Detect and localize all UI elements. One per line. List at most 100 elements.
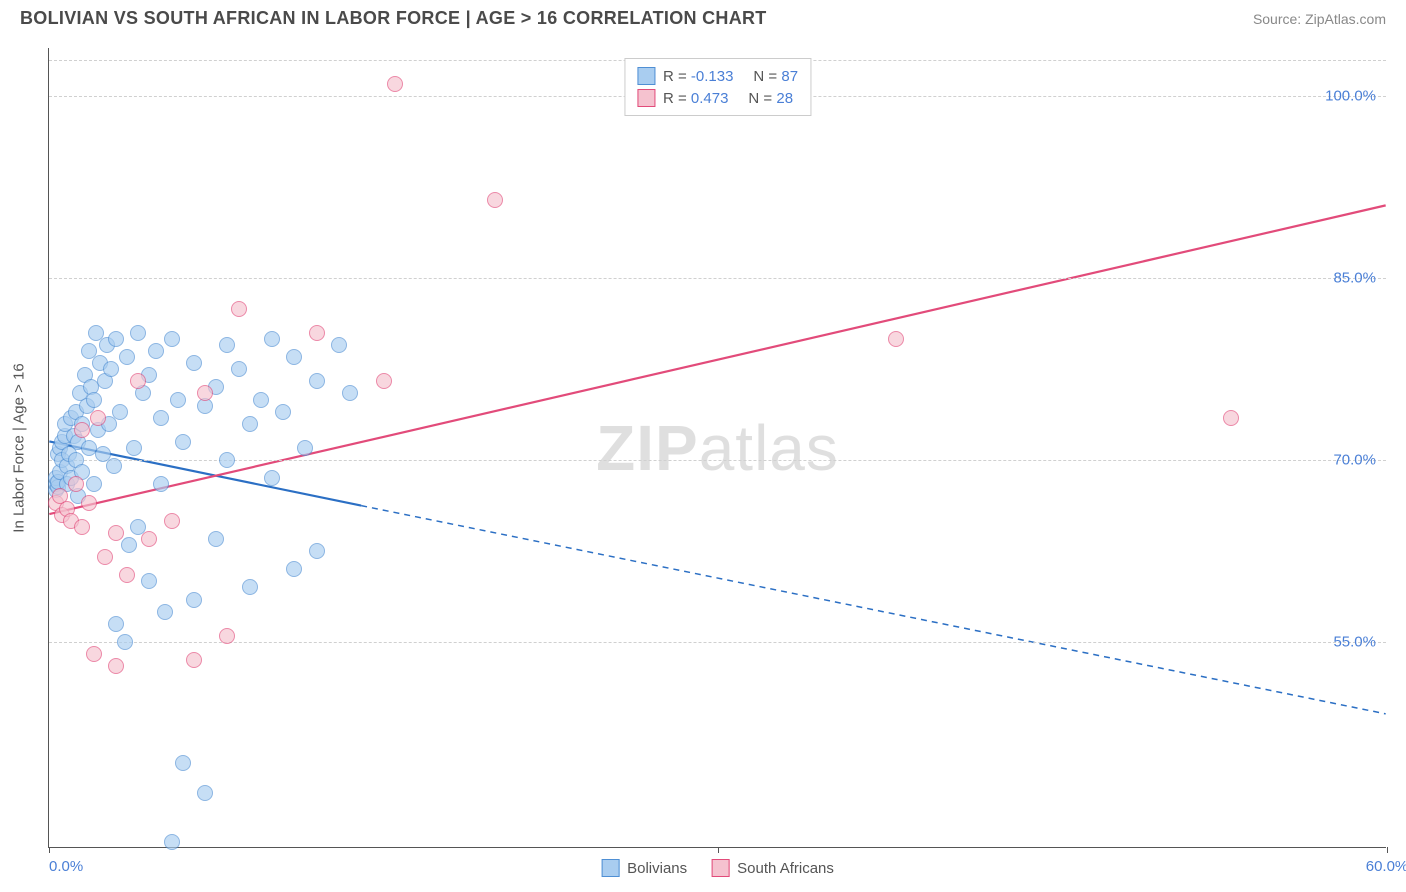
legend-n: N = 87 (753, 68, 798, 85)
scatter-point (175, 434, 191, 450)
scatter-point (197, 385, 213, 401)
legend-n: N = 28 (748, 90, 793, 107)
scatter-point (86, 646, 102, 662)
scatter-point (231, 301, 247, 317)
scatter-point (141, 573, 157, 589)
scatter-point (121, 537, 137, 553)
scatter-point (141, 531, 157, 547)
scatter-point (157, 604, 173, 620)
scatter-point (309, 543, 325, 559)
scatter-point (376, 373, 392, 389)
scatter-point (286, 349, 302, 365)
legend-row: R = 0.473 N = 28 (637, 87, 798, 109)
y-tick-label: 55.0% (1333, 633, 1376, 650)
legend-r: R = -0.133 (663, 68, 733, 85)
scatter-point (164, 513, 180, 529)
scatter-point (164, 331, 180, 347)
legend-swatch (637, 89, 655, 107)
y-axis-label: In Labor Force | Age > 16 (11, 363, 28, 532)
scatter-point (264, 331, 280, 347)
scatter-point (309, 325, 325, 341)
scatter-point (86, 476, 102, 492)
scatter-point (148, 343, 164, 359)
correlation-legend: R = -0.133 N = 87 R = 0.473 N = 28 (624, 58, 811, 116)
scatter-point (108, 331, 124, 347)
scatter-point (242, 416, 258, 432)
trend-line (49, 205, 1385, 514)
correlation-chart: In Labor Force | Age > 16 ZIPatlas 55.0%… (48, 48, 1386, 848)
legend-label: Bolivians (627, 860, 687, 877)
plot-area: 55.0%70.0%85.0%100.0%0.0%60.0% (49, 48, 1386, 847)
x-tick-label: 0.0% (49, 858, 83, 875)
scatter-point (264, 470, 280, 486)
scatter-point (103, 361, 119, 377)
scatter-point (175, 755, 191, 771)
trend-lines (49, 48, 1386, 847)
legend-swatch (601, 859, 619, 877)
legend-swatch (711, 859, 729, 877)
scatter-point (231, 361, 247, 377)
scatter-point (1223, 410, 1239, 426)
scatter-point (153, 476, 169, 492)
scatter-point (170, 392, 186, 408)
scatter-point (108, 616, 124, 632)
scatter-point (119, 567, 135, 583)
scatter-point (108, 658, 124, 674)
x-tick-mark (718, 847, 719, 853)
series-legend: Bolivians South Africans (601, 859, 834, 877)
scatter-point (119, 349, 135, 365)
scatter-point (74, 422, 90, 438)
scatter-point (219, 452, 235, 468)
scatter-point (153, 410, 169, 426)
scatter-point (108, 525, 124, 541)
scatter-point (126, 440, 142, 456)
scatter-point (186, 355, 202, 371)
scatter-point (97, 549, 113, 565)
scatter-point (208, 531, 224, 547)
legend-label: South Africans (737, 860, 834, 877)
scatter-point (81, 495, 97, 511)
scatter-point (164, 834, 180, 850)
scatter-point (68, 476, 84, 492)
y-tick-label: 85.0% (1333, 270, 1376, 287)
scatter-point (242, 579, 258, 595)
legend-swatch (637, 67, 655, 85)
scatter-point (487, 192, 503, 208)
gridline (49, 278, 1386, 279)
scatter-point (387, 76, 403, 92)
scatter-point (286, 561, 302, 577)
scatter-point (888, 331, 904, 347)
source-attribution: Source: ZipAtlas.com (1253, 11, 1386, 27)
x-tick-label: 60.0% (1366, 858, 1406, 875)
x-tick-mark (1387, 847, 1388, 853)
gridline (49, 642, 1386, 643)
legend-r: R = 0.473 (663, 90, 728, 107)
scatter-point (275, 404, 291, 420)
gridline (49, 460, 1386, 461)
chart-header: BOLIVIAN VS SOUTH AFRICAN IN LABOR FORCE… (0, 0, 1406, 37)
scatter-point (186, 592, 202, 608)
legend-item: South Africans (711, 859, 834, 877)
scatter-point (90, 410, 106, 426)
scatter-point (106, 458, 122, 474)
scatter-point (130, 373, 146, 389)
scatter-point (86, 392, 102, 408)
scatter-point (219, 628, 235, 644)
scatter-point (342, 385, 358, 401)
scatter-point (197, 785, 213, 801)
trend-line-extrapolated (361, 506, 1386, 714)
legend-item: Bolivians (601, 859, 687, 877)
scatter-point (297, 440, 313, 456)
scatter-point (253, 392, 269, 408)
x-tick-mark (49, 847, 50, 853)
scatter-point (112, 404, 128, 420)
scatter-point (130, 325, 146, 341)
scatter-point (74, 519, 90, 535)
scatter-point (219, 337, 235, 353)
legend-row: R = -0.133 N = 87 (637, 65, 798, 87)
scatter-point (331, 337, 347, 353)
y-tick-label: 100.0% (1325, 88, 1376, 105)
chart-title: BOLIVIAN VS SOUTH AFRICAN IN LABOR FORCE… (20, 8, 767, 29)
y-tick-label: 70.0% (1333, 452, 1376, 469)
scatter-point (186, 652, 202, 668)
